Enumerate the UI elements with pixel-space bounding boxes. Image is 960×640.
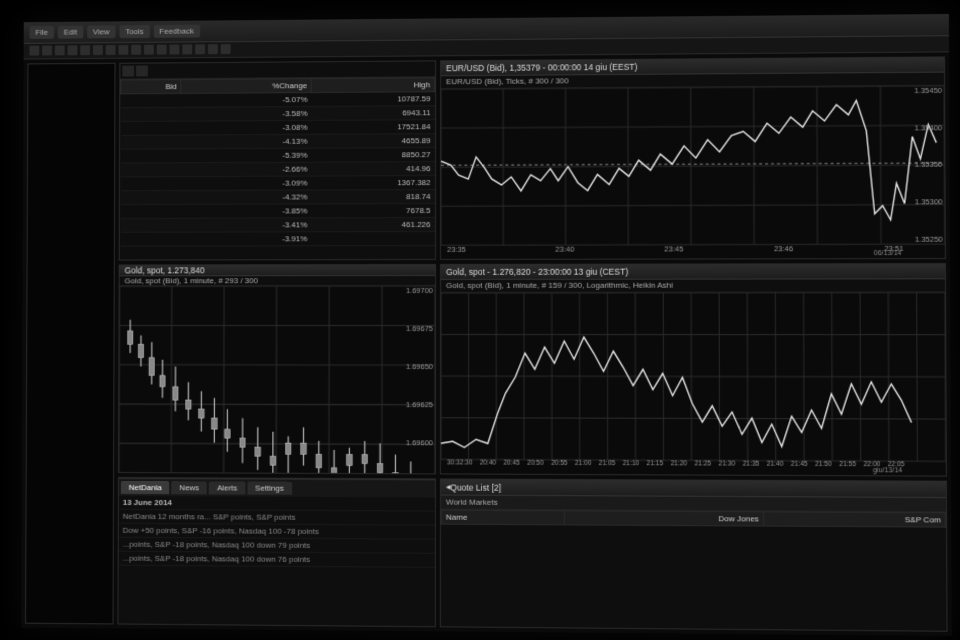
trading-terminal: File Edit View Tools Feedback Bid%Change… xyxy=(21,14,952,636)
menu-view[interactable]: View xyxy=(87,25,116,38)
watchlist-tab[interactable] xyxy=(136,66,148,77)
news-tabs: NetDania News Alerts Settings xyxy=(119,478,435,498)
gold-candle-panel[interactable]: Gold, spot, 1.273,840 Gold, spot (Bid), … xyxy=(118,264,436,474)
tool-icon[interactable] xyxy=(170,45,180,55)
tool-icon[interactable] xyxy=(29,46,39,56)
tool-icon[interactable] xyxy=(118,45,128,55)
tool-icon[interactable] xyxy=(106,45,116,55)
tool-icon[interactable] xyxy=(221,44,231,54)
gold-candle-subtitle: Gold, spot (Bid), 1 minute, # 293 / 300 xyxy=(120,276,435,286)
tool-icon[interactable] xyxy=(131,45,141,55)
tool-icon[interactable] xyxy=(93,45,103,55)
gold-candle-body[interactable]: 1.697001.696751.696501.696251.696001.695… xyxy=(119,286,435,474)
gold-line-subtitle: Gold, spot (Bid), 1 minute, # 159 / 300,… xyxy=(441,279,945,293)
table-row[interactable]: -3.41%461.226 xyxy=(120,217,434,232)
tool-icon[interactable] xyxy=(80,45,90,55)
news-panel: NetDania News Alerts Settings 13 June 20… xyxy=(117,477,435,627)
ql-col-dj: Dow Jones xyxy=(565,511,764,526)
watchlist-table: Bid%ChangeHigh -5.07%10787.59-3.58%6943.… xyxy=(120,77,435,246)
table-row[interactable]: -3.09%1367.382 xyxy=(120,176,434,191)
ql-col-name: Name xyxy=(441,510,564,525)
tool-icon[interactable] xyxy=(68,45,78,55)
tool-icon[interactable] xyxy=(42,46,52,56)
tool-icon[interactable] xyxy=(182,44,192,54)
watchlist-col[interactable]: Bid xyxy=(121,80,181,94)
tab-netdania[interactable]: NetDania xyxy=(121,481,170,494)
tool-icon[interactable] xyxy=(157,45,167,55)
menu-edit[interactable]: Edit xyxy=(58,26,83,39)
menu-feedback[interactable]: Feedback xyxy=(153,25,199,38)
watchlist-tab[interactable] xyxy=(122,66,134,77)
eurusd-date-hint: 06/13/14 xyxy=(874,250,902,257)
gold-candle-title: Gold, spot, 1.273,840 xyxy=(120,265,435,276)
table-row[interactable]: -3.91% xyxy=(120,231,434,246)
navigator-panel xyxy=(25,63,115,625)
navigator-content xyxy=(28,64,114,73)
table-row[interactable]: -5.39%8850.27 xyxy=(121,148,435,163)
gold-line-body[interactable]: 30:32:3020:4020:4520:5020:5521:0021:0521… xyxy=(441,292,946,475)
quote-list-table: Name Dow Jones S&P Com xyxy=(441,510,946,528)
eurusd-chart-body[interactable]: 1.354501.354001.353501.353001.35250 23:3… xyxy=(441,85,945,259)
watchlist-col[interactable]: High xyxy=(312,78,435,93)
watchlist-col[interactable]: %Change xyxy=(181,79,311,94)
tab-news[interactable]: News xyxy=(172,481,208,494)
gold-line-date-hint: giu/13/14 xyxy=(873,467,903,474)
tool-icon[interactable] xyxy=(55,45,65,55)
tool-icon[interactable] xyxy=(144,45,154,55)
tab-alerts[interactable]: Alerts xyxy=(209,481,245,494)
menu-tools[interactable]: Tools xyxy=(119,25,149,38)
news-line[interactable]: ...points, S&P -18 points, Nasdaq 100 do… xyxy=(119,552,435,568)
quote-list-panel: ◂ Quote List [2] World Markets Name Dow … xyxy=(440,478,948,631)
eurusd-chart-panel[interactable]: EUR/USD (Bid), 1,35379 - 00:00:00 14 giu… xyxy=(440,56,946,260)
table-row[interactable]: -4.32%818.74 xyxy=(120,190,434,205)
tool-icon[interactable] xyxy=(208,44,218,54)
gold-line-panel[interactable]: Gold, spot - 1.276,820 - 23:00:00 13 giu… xyxy=(440,263,947,477)
ql-col-sp: S&P Com xyxy=(763,512,945,527)
gold-line-title: Gold, spot - 1.276,820 - 23:00:00 13 giu… xyxy=(441,264,945,280)
tab-settings[interactable]: Settings xyxy=(247,482,292,495)
menu-file[interactable]: File xyxy=(30,26,54,39)
table-row[interactable]: -3.85%7678.5 xyxy=(120,203,434,218)
watchlist-panel: Bid%ChangeHigh -5.07%10787.59-3.58%6943.… xyxy=(119,60,436,260)
tool-icon[interactable] xyxy=(195,44,205,54)
table-row[interactable]: -2.66%414.96 xyxy=(120,162,434,177)
